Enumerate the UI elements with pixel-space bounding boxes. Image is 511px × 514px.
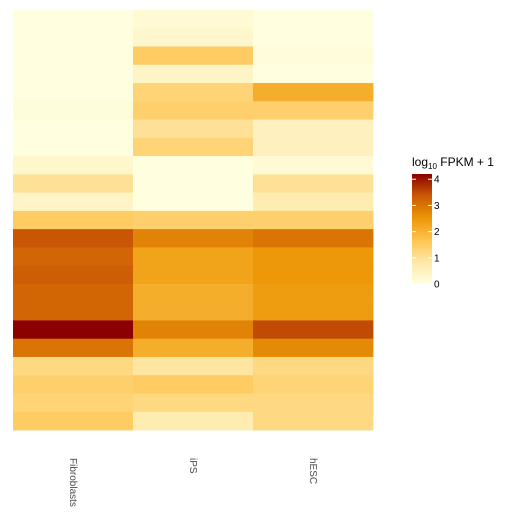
heatmap-cell (253, 192, 374, 212)
heatmap-cell (13, 174, 134, 194)
legend-color-bar (412, 174, 432, 284)
heatmap-cell (253, 283, 374, 303)
heatmap-cell (13, 101, 134, 120)
heatmap-cell (133, 119, 254, 139)
heatmap-cell (133, 393, 254, 413)
heatmap-cell (13, 320, 134, 340)
heatmap-cell (13, 83, 134, 102)
heatmap-cell (253, 302, 374, 321)
heatmap-cell (133, 265, 254, 285)
heatmap-cell (13, 393, 134, 413)
heatmap-cell (133, 174, 254, 194)
heatmap-cell (13, 265, 134, 285)
heatmap-cell (253, 375, 374, 394)
heatmap-cell (133, 101, 254, 120)
heatmap-cell (253, 137, 374, 157)
heatmap-cells (13, 10, 374, 431)
heatmap-cell (253, 83, 374, 102)
legend-tick-label: 2 (434, 227, 440, 238)
heatmap-cell (253, 265, 374, 285)
heatmap-cell (133, 320, 254, 340)
heatmap-cell (253, 411, 374, 431)
heatmap-cell (133, 302, 254, 321)
legend-tick-label: 4 (434, 175, 440, 186)
column-labels: Fibroblasts iPS hESC (67, 458, 318, 507)
heatmap-cell (133, 10, 254, 29)
heatmap-cell (13, 411, 134, 431)
heatmap-cell (13, 46, 134, 66)
heatmap-cell (253, 28, 374, 47)
heatmap-cell (133, 411, 254, 431)
heatmap-cell (133, 64, 254, 84)
column-label: hESC (307, 458, 318, 484)
heatmap-cell (13, 302, 134, 321)
heatmap-cell (13, 283, 134, 303)
heatmap-cell (133, 338, 254, 358)
heatmap-cell (13, 119, 134, 139)
heatmap-cell (13, 247, 134, 267)
heatmap-cell (13, 156, 134, 175)
heatmap-cell (13, 10, 134, 29)
column-label: Fibroblasts (67, 458, 78, 507)
heatmap-cell (253, 247, 374, 267)
heatmap-cell (133, 137, 254, 157)
heatmap-cell (133, 210, 254, 230)
heatmap-cell (13, 356, 134, 376)
legend-title: log10 FPKM + 1 (412, 155, 494, 171)
heatmap-cell (13, 375, 134, 394)
heatmap-cell (253, 64, 374, 84)
heatmap-cell (253, 229, 374, 248)
legend-tick-label: 1 (434, 253, 440, 264)
heatmap-cell (253, 338, 374, 358)
heatmap-cell (133, 247, 254, 267)
heatmap-cell (13, 28, 134, 47)
heatmap-cell (133, 229, 254, 248)
heatmap-cell (253, 210, 374, 230)
heatmap-cell (133, 192, 254, 212)
heatmap-cell (253, 101, 374, 120)
heatmap-cell (133, 83, 254, 102)
legend-ticks: 0 1 2 3 4 (412, 175, 440, 291)
heatmap-cell (253, 119, 374, 139)
heatmap-cell (13, 64, 134, 84)
legend-tick-label: 0 (434, 280, 440, 291)
heatmap-cell (133, 46, 254, 66)
color-legend: log10 FPKM + 1 0 1 2 3 4 (412, 155, 494, 291)
heatmap-cell (133, 375, 254, 394)
heatmap-cell (13, 338, 134, 358)
heatmap-cell (253, 10, 374, 29)
column-label: iPS (187, 458, 198, 474)
heatmap-cell (13, 210, 134, 230)
legend-tick-label: 3 (434, 201, 440, 212)
heatmap-cell (133, 356, 254, 376)
heatmap-cell (133, 156, 254, 175)
heatmap-cell (13, 192, 134, 212)
heatmap-cell (133, 283, 254, 303)
heatmap-cell (133, 28, 254, 47)
heatmap-cell (253, 46, 374, 66)
heatmap-cell (13, 137, 134, 157)
heatmap-cell (253, 356, 374, 376)
heatmap-cell (253, 320, 374, 340)
heatmap-cell (253, 393, 374, 413)
heatmap-cell (13, 229, 134, 248)
heatmap-cell (253, 174, 374, 194)
heatmap-cell (253, 156, 374, 175)
